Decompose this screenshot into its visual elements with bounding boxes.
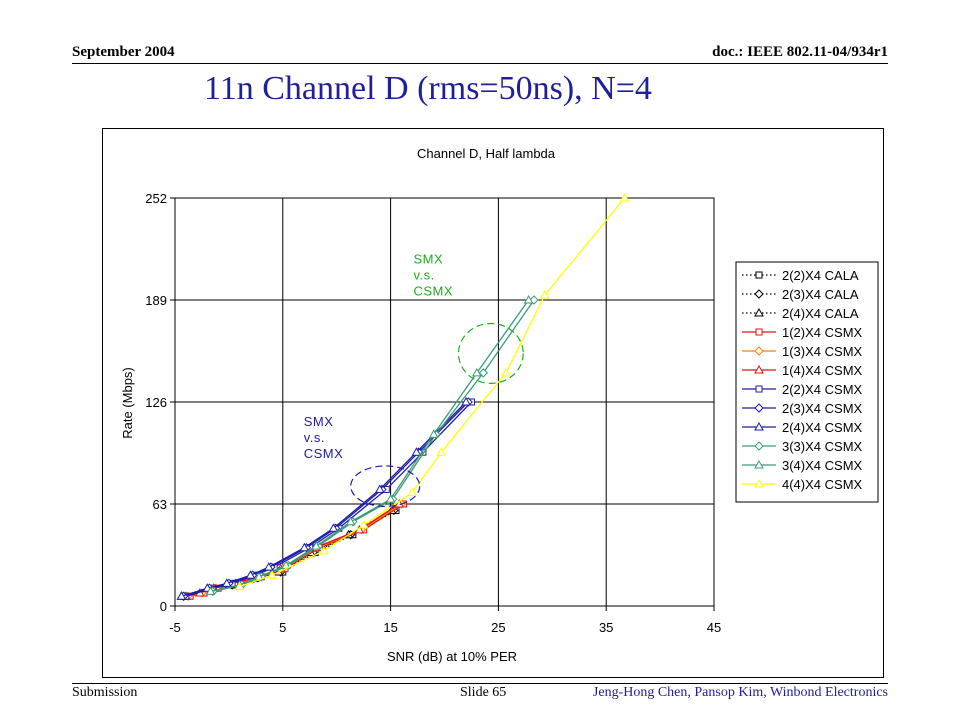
series-line <box>181 401 467 597</box>
data-point <box>411 447 422 456</box>
data-point <box>358 520 369 529</box>
y-tick-label: 63 <box>153 497 167 512</box>
x-tick-label: -5 <box>169 620 181 635</box>
legend-entry: 2(4)X4 CSMX <box>782 420 863 435</box>
y-tick-label: 252 <box>145 191 167 206</box>
y-axis-label: Rate (Mbps) <box>120 367 135 439</box>
data-point <box>478 368 489 378</box>
data-point <box>374 484 385 493</box>
y-tick-label: 189 <box>145 293 167 308</box>
annotation-label: CSMX <box>414 283 454 298</box>
data-point <box>407 487 418 497</box>
data-point <box>221 578 232 587</box>
data-point <box>461 396 471 406</box>
data-point <box>471 367 482 377</box>
data-point <box>299 542 310 552</box>
plot-area-border <box>174 197 715 607</box>
legend-swatch-marker <box>754 289 764 299</box>
series-line <box>185 401 472 597</box>
legend-entry: 1(4)X4 CSMX <box>782 363 863 378</box>
y-tick-label: 126 <box>145 395 167 410</box>
data-point <box>267 570 277 579</box>
x-tick-label: 5 <box>279 620 286 635</box>
annotation-label: SMX <box>304 414 334 429</box>
chart: Channel D, Half lambda -5 5 15 25 35 45 0 63 126… <box>102 128 884 678</box>
data-point <box>318 545 329 555</box>
data-point <box>345 516 356 526</box>
legend-entry: 2(4)X4 CALA <box>782 306 859 321</box>
legend-swatch-marker <box>754 307 764 317</box>
legend-entry: 1(2)X4 CSMX <box>782 325 863 340</box>
data-point <box>328 523 339 532</box>
data-point <box>539 290 550 299</box>
x-axis-label: SNR (dB) at 10% PER <box>387 649 517 664</box>
legend-entry: 4(4)X4 CSMX <box>782 477 863 492</box>
footer-rule <box>72 683 888 684</box>
data-point <box>619 192 630 202</box>
legend-swatch-marker <box>755 271 763 279</box>
footer-submission: Submission <box>72 685 138 700</box>
header-doc-number: doc.: IEEE 802.11-04/934r1 <box>712 44 888 60</box>
data-point <box>234 581 245 591</box>
legend-swatch-marker <box>754 478 764 488</box>
legend-swatch-marker <box>754 421 764 431</box>
chart-legend: 2(2)X4 CALA 2(3)X4 CALA 2(4)X4 CALA 1(2)X4 … <box>735 261 879 503</box>
header-date: September 2004 <box>72 44 175 60</box>
legend-swatch-marker <box>754 441 764 451</box>
chart-axes: -5 5 15 25 35 45 0 63 126 189 252 <box>145 191 721 635</box>
legend-swatch-marker <box>755 328 763 336</box>
chart-series <box>176 192 630 601</box>
legend-swatch-marker <box>755 385 763 393</box>
legend-swatch-marker <box>754 403 764 413</box>
data-point <box>205 586 216 595</box>
series-8 <box>176 396 471 600</box>
data-point <box>436 447 447 456</box>
legend-entry: 3(3)X4 CSMX <box>782 439 863 454</box>
chart-title: Channel D, Half lambda <box>417 146 556 161</box>
annotation-label: v.s. <box>304 430 325 445</box>
header-rule <box>72 63 888 64</box>
series-line <box>212 299 535 593</box>
annotation-label: SMX <box>414 251 444 266</box>
x-tick-label: 25 <box>491 620 505 635</box>
data-point <box>385 494 396 503</box>
x-tick-label: 15 <box>383 620 397 635</box>
data-point <box>523 294 534 304</box>
annotation-circle <box>350 465 421 508</box>
data-point <box>311 541 322 550</box>
series-10 <box>205 294 534 595</box>
data-point <box>245 570 256 579</box>
legend-entry: 2(2)X4 CALA <box>782 268 859 283</box>
annotation-circle <box>457 322 524 384</box>
legend-swatch-marker <box>754 459 764 469</box>
legend-swatch-marker <box>754 364 764 374</box>
x-tick-label: 45 <box>707 620 721 635</box>
y-tick-label: 0 <box>160 599 167 614</box>
x-tick-label: 35 <box>599 620 613 635</box>
slide-title: 11n Channel D (rms=50ns), N=4 <box>204 70 652 107</box>
legend-entry: 2(3)X4 CSMX <box>782 401 863 416</box>
legend-entry: 3(4)X4 CSMX <box>782 458 863 473</box>
legend-swatch-marker <box>754 346 764 356</box>
data-point <box>428 429 439 438</box>
data-point <box>263 562 274 571</box>
legend-entry: 2(3)X4 CALA <box>782 287 859 302</box>
footer-authors: Jeng-Hong Chen, Pansop Kim, Winbond Elec… <box>592 685 888 700</box>
annotation-label: v.s. <box>414 267 435 282</box>
legend-entry: 1(3)X4 CSMX <box>782 344 863 359</box>
series-line <box>210 299 530 593</box>
series-11 <box>234 192 630 591</box>
annotation-label: CSMX <box>304 446 344 461</box>
legend-entry: 2(2)X4 CSMX <box>782 382 863 397</box>
data-point <box>176 591 187 600</box>
footer-slide-number: Slide 65 <box>460 685 507 700</box>
data-point <box>501 367 511 377</box>
